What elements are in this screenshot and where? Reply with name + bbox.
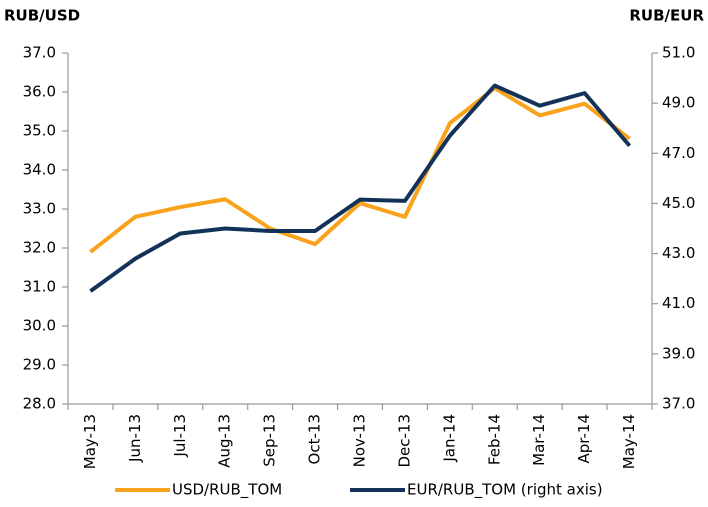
y-tick-label: 28.0	[23, 395, 56, 413]
y2-tick-label: 43.0	[662, 244, 695, 262]
x-tick-label: Jun-13	[126, 414, 144, 463]
series-line	[89, 83, 632, 293]
y2-tick-label: 47.0	[662, 144, 695, 162]
y2-tick-label: 51.0	[662, 44, 695, 62]
x-tick-label: Feb-14	[485, 414, 503, 465]
y-tick-label: 29.0	[23, 356, 56, 374]
y2-tick-label: 41.0	[662, 294, 695, 312]
legend-label: USD/RUB_TOM	[172, 481, 282, 500]
y2-tick-label: 39.0	[662, 344, 695, 362]
y-tick-label: 37.0	[23, 44, 56, 62]
x-tick-label: May-13	[81, 414, 99, 469]
x-tick-label: Oct-13	[306, 414, 324, 464]
y-tick-label: 35.0	[23, 122, 56, 140]
x-tick-label: Aug-13	[216, 414, 234, 468]
x-tick-label: Nov-13	[351, 414, 369, 467]
y2-tick-label: 49.0	[662, 94, 695, 112]
y-tick-label: 30.0	[23, 317, 56, 335]
x-tick-label: Jul-13	[171, 414, 189, 458]
y2-tick-label: 45.0	[662, 194, 695, 212]
x-tick-label: May-14	[620, 414, 638, 469]
y-tick-label: 32.0	[23, 239, 56, 257]
series-line	[89, 86, 631, 254]
y-tick-label: 31.0	[23, 278, 56, 296]
x-tick-label: Sep-13	[261, 414, 279, 467]
x-tick-label: Mar-14	[530, 414, 548, 466]
y-tick-label: 36.0	[23, 83, 56, 101]
y-tick-label: 33.0	[23, 200, 56, 218]
y2-axis-title: RUB/EUR	[629, 7, 704, 25]
y-axis-title: RUB/USD	[4, 7, 80, 25]
x-tick-label: Dec-13	[395, 414, 413, 468]
x-tick-label: Apr-14	[575, 414, 593, 464]
legend-label: EUR/RUB_TOM (right axis)	[407, 481, 603, 500]
y-tick-label: 34.0	[23, 161, 56, 179]
y2-tick-label: 37.0	[662, 395, 695, 413]
x-tick-label: Jan-14	[440, 414, 458, 463]
